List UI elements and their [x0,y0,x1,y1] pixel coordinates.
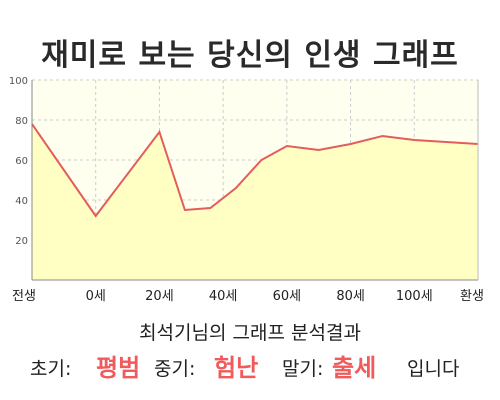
series-line [31,123,479,218]
y-tick-labels: 20 40 60 80 100 [9,76,28,247]
y-tick-label: 60 [15,156,28,167]
analysis-summary: 최석기님의 그래프 분석결과 [139,322,361,344]
x-tick-labels: 전생 0세 20세 40세 60세 80세 100세 환생 [12,289,484,304]
chart-title: 재미로 보는 당신의 인생 그래프 [41,38,459,73]
x-tick-label: 전생 [12,289,36,304]
early-value: 평범 [96,354,141,382]
middle-value: 험난 [214,354,259,382]
late-value: 출세 [332,354,377,382]
late-label: 말기: [282,358,324,380]
x-tick-label: 100세 [396,289,433,304]
x-tick-label: 환생 [460,289,484,304]
x-tick-label: 20세 [145,289,174,304]
y-tick-label: 40 [15,196,28,207]
middle-label: 중기: [154,358,196,380]
area-fill [32,124,478,280]
y-tick-label: 20 [15,236,28,247]
x-tick-label: 40세 [209,289,238,304]
analysis-result: 초기: 평범 중기: 험난 말기: 출세 입니다 [0,344,500,384]
x-tick-label: 60세 [273,289,302,304]
y-tick-label: 100 [9,76,28,87]
early-label: 초기: [30,358,72,380]
y-tick-label: 80 [15,116,28,127]
result-ending: 입니다 [407,358,460,380]
x-tick-label: 0세 [86,289,106,304]
x-tick-label: 80세 [336,289,365,304]
